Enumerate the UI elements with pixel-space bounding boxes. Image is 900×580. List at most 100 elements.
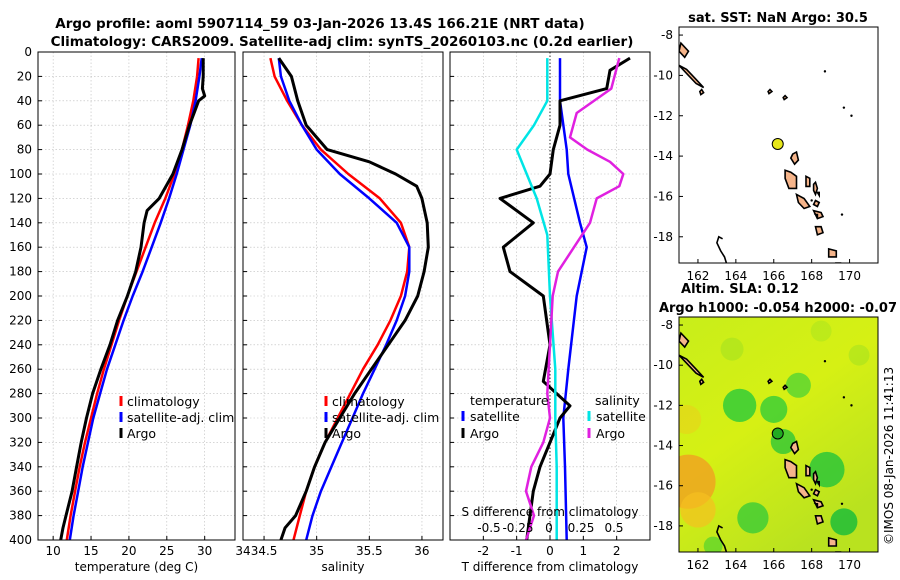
salinity-panel: 34.5 35 35.5 36 salinity climatologysatellite…	[242, 51, 444, 574]
map-y-tick-label: -14	[653, 439, 673, 453]
y-tick-label: 100	[9, 167, 32, 181]
island	[827, 536, 838, 547]
map-x-tick-label: 166	[762, 558, 785, 572]
map-frame	[678, 316, 879, 553]
legend-label: climatology	[127, 394, 200, 409]
legend-label: satellite-adj. clim	[332, 410, 439, 425]
sla-anomaly-cell	[848, 344, 870, 366]
map-x-tick-label: 168	[800, 269, 823, 283]
y-tick-label: 180	[9, 265, 32, 279]
map-y-tick-label: -8	[661, 318, 673, 332]
islet	[823, 70, 827, 73]
island	[813, 213, 819, 219]
map-y-tick-label: -18	[653, 230, 673, 244]
y-tick-label: 320	[9, 435, 32, 449]
top-tick-label: 0.5	[604, 521, 623, 535]
island	[814, 225, 824, 236]
y-tick-label: 240	[9, 338, 32, 352]
map-y-tick-label: -8	[661, 28, 673, 42]
island	[812, 180, 819, 197]
series-line-salinity-Argo	[524, 57, 625, 540]
x-tick-label: 10	[46, 544, 61, 558]
y-tick-label: 160	[9, 240, 32, 254]
sla-map-title-line1: Altim. SLA: 0.12	[681, 282, 799, 297]
legend-label: Argo	[596, 426, 625, 441]
argo-location-marker	[771, 427, 784, 440]
argo-location-marker	[771, 137, 784, 150]
islet	[810, 199, 813, 202]
legend-header: temperature	[470, 393, 549, 408]
map-y-tick-label: -10	[653, 358, 673, 372]
map-y-tick-label: -12	[653, 109, 673, 123]
island	[812, 199, 821, 208]
island	[679, 354, 705, 379]
sla-anomaly-cell	[830, 508, 858, 536]
sst-map-title: sat. SST: NaN Argo: 30.5	[688, 11, 868, 26]
island	[767, 378, 774, 385]
y-tick-label: 300	[9, 411, 32, 425]
map-x-tick-label: 166	[762, 269, 785, 283]
y-tick-label: 120	[9, 191, 32, 205]
top-tick-label: 0	[545, 521, 553, 535]
main-title-line1: Argo profile: aoml 5907114_59 03-Jan-202…	[55, 16, 584, 32]
y-tick-label: 0	[24, 45, 32, 59]
island	[795, 482, 812, 499]
sla-anomaly-cell	[785, 372, 811, 398]
map-y-tick-label: -10	[653, 68, 673, 82]
x-tick-label: 0	[546, 544, 554, 558]
temperature-panel: 10 15 20 25 30020406080100120140160180200220…	[9, 45, 251, 574]
island	[698, 88, 705, 96]
islet	[840, 213, 844, 216]
sla-anomaly-cell	[810, 320, 832, 342]
islet	[823, 359, 827, 363]
top-tick-label: 0.25	[568, 521, 595, 535]
island	[827, 247, 838, 258]
y-tick-label: 260	[9, 362, 32, 376]
island	[679, 64, 705, 89]
legend-label: Argo	[332, 426, 361, 441]
map-y-tick-label: -16	[653, 479, 673, 493]
series-line-Argo	[59, 58, 207, 540]
sla-anomaly-cell	[703, 536, 723, 552]
y-tick-label: 140	[9, 216, 32, 230]
island	[782, 94, 789, 101]
x-tick-label: -2	[477, 544, 489, 558]
island	[812, 488, 821, 497]
legend-label: satellite	[596, 409, 646, 424]
map-x-tick-label: 170	[838, 558, 861, 572]
x-tick-label: 36	[414, 544, 429, 558]
map-y-tick-label: -12	[653, 398, 673, 412]
map-y-tick-label: -14	[653, 149, 673, 163]
x-axis-label: temperature (deg C)	[75, 560, 198, 574]
islet	[810, 488, 813, 491]
x-tick-label: 1	[580, 544, 588, 558]
y-tick-label: 280	[9, 387, 32, 401]
coastline	[716, 235, 728, 263]
legend-label: climatology	[332, 394, 405, 409]
top-tick-label: -0.5	[477, 521, 500, 535]
x-tick-label: 35.5	[356, 544, 383, 558]
islet	[842, 106, 846, 109]
sla-map: Altim. SLA: 0.12 Argo h1000: -0.054 h200…	[653, 282, 897, 572]
island	[698, 378, 705, 386]
coastline	[716, 524, 728, 552]
main-title-line2: Climatology: CARS2009. Satellite-adj cli…	[51, 34, 634, 50]
sla-map-title-line2: Argo h1000: -0.054 h2000: -0.07	[659, 301, 897, 316]
series-line-salinity-satellite	[515, 58, 558, 540]
y-tick-label: 220	[9, 313, 32, 327]
map-y-tick-label: -16	[653, 189, 673, 203]
y-tick-label: 400	[9, 533, 32, 547]
legend-header: salinity	[595, 393, 640, 408]
x-tick-label: -1	[511, 544, 523, 558]
sla-anomaly-cell	[680, 492, 716, 528]
y-tick-label: 360	[9, 484, 32, 498]
x-tick-label: 20	[121, 544, 136, 558]
island	[789, 440, 800, 455]
map-x-tick-label: 162	[686, 558, 709, 572]
sla-anomaly-cell	[720, 337, 744, 361]
y-tick-label: 340	[9, 460, 32, 474]
difference-panel: -2 -1 0 1 2 T difference from climatology temp…	[449, 51, 651, 574]
x-tick-label: 2	[613, 544, 621, 558]
islet	[850, 114, 853, 117]
